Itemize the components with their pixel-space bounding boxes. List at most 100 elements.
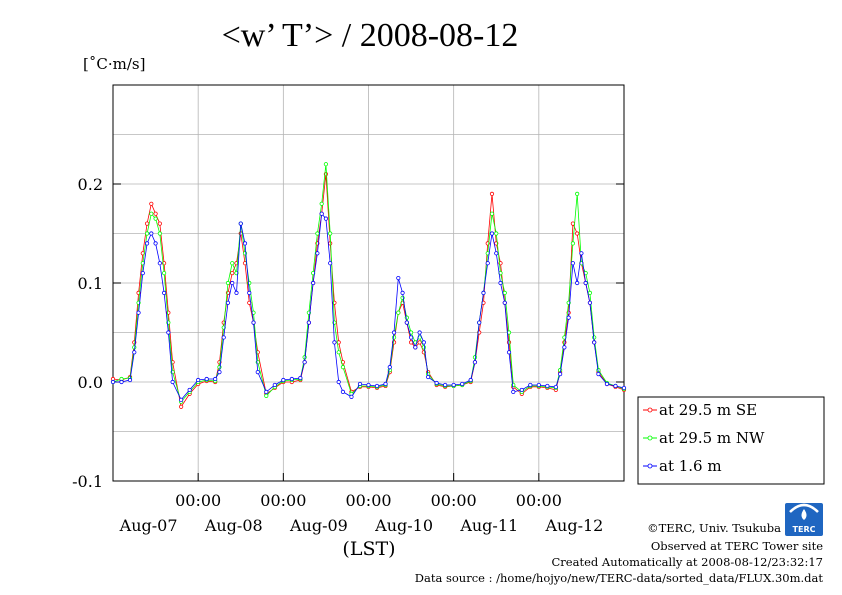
data-point [298, 375, 303, 381]
data-point [587, 290, 593, 295]
data-point [502, 300, 507, 305]
data-point [387, 365, 392, 370]
data-point [306, 320, 311, 325]
x-ticks: 00:00 00:00 00:00 00:00 00:00 Aug-07 Aug-08 Aug… [119, 473, 603, 535]
data-point [472, 355, 478, 360]
data-point [596, 371, 601, 377]
data-point [127, 377, 133, 383]
y-tick-label: 0.2 [78, 175, 103, 194]
y-ticks: -0.1 0.0 0.1 0.2 [72, 175, 624, 491]
data-point [489, 211, 495, 216]
data-point [204, 376, 209, 382]
data-point [328, 241, 333, 246]
x-date-label: Aug-08 [204, 516, 263, 535]
y-tick-label: 0.1 [78, 274, 103, 293]
data-point [323, 162, 329, 167]
data-point [323, 216, 329, 221]
x-tick-label: 00:00 [516, 491, 562, 510]
data-point [255, 369, 260, 375]
data-point [217, 369, 222, 375]
plot-area [110, 162, 627, 409]
data-point [506, 330, 512, 335]
legend-marker [647, 463, 653, 469]
data-point [434, 380, 439, 386]
data-point [575, 280, 580, 286]
data-point [264, 389, 269, 394]
data-point [140, 270, 145, 276]
data-point [566, 315, 571, 320]
data-point [196, 377, 201, 383]
data-point [166, 330, 171, 335]
data-point [187, 387, 192, 393]
data-point [213, 376, 218, 382]
data-point [157, 221, 162, 226]
data-point [153, 216, 158, 221]
data-point [153, 211, 158, 216]
data-point [426, 374, 431, 380]
footer-source: Data source : /home/hojyo/new/TERC-data/… [415, 571, 824, 585]
data-point [396, 275, 401, 281]
data-point [562, 345, 567, 350]
data-point [162, 270, 167, 276]
data-point [149, 231, 154, 236]
data-point [383, 381, 388, 387]
data-point [119, 379, 124, 385]
legend-marker [647, 407, 653, 413]
data-point [144, 231, 150, 236]
data-point [340, 389, 346, 394]
data-point [417, 340, 422, 345]
data-point [502, 290, 507, 295]
data-point [506, 350, 512, 355]
legend-item: at 1.6 m [643, 457, 722, 475]
data-point [613, 383, 618, 389]
terc-logo: TERC [785, 503, 823, 536]
data-point [592, 340, 597, 345]
x-tick-label: 00:00 [345, 491, 391, 510]
y-axis-unit: [˚C·m/s] [83, 55, 145, 73]
data-point [225, 280, 231, 286]
grid [113, 85, 624, 481]
data-point [579, 251, 584, 256]
data-point [162, 290, 167, 295]
footer-copyright: ©TERC, Univ. Tsukuba [647, 521, 781, 535]
data-point [575, 231, 580, 236]
data-point [498, 280, 503, 286]
data-point [485, 261, 490, 266]
data-point [234, 290, 239, 295]
data-point [570, 221, 576, 226]
data-point [408, 335, 414, 340]
data-point [396, 310, 401, 315]
x-tick-label: 00:00 [260, 491, 306, 510]
data-point [570, 261, 576, 266]
legend-item: at 29.5 m NW [643, 429, 765, 447]
x-date-label: Aug-11 [459, 516, 518, 535]
chart-title: <w’ T’> / 2008-08-12 [222, 17, 519, 54]
data-point [149, 211, 154, 216]
data-point [391, 330, 397, 335]
legend-item: at 29.5 m SE [643, 401, 757, 419]
footer-observed: Observed at TERC Tower site [651, 539, 823, 553]
data-point [170, 379, 175, 385]
data-point [587, 300, 593, 305]
data-point [421, 345, 426, 350]
data-point [481, 290, 486, 295]
x-date-label: Aug-12 [544, 516, 603, 535]
data-point [230, 270, 235, 276]
data-point [315, 251, 320, 256]
data-point [230, 261, 235, 266]
x-date-label: Aug-10 [374, 516, 433, 535]
data-point [153, 241, 158, 246]
logo-text: TERC [793, 525, 816, 534]
data-point [251, 320, 256, 325]
data-point [328, 261, 333, 266]
data-point [400, 290, 405, 295]
data-point [494, 231, 499, 236]
data-point [247, 290, 252, 295]
series-3 [110, 211, 627, 402]
data-point [179, 397, 184, 402]
data-point [132, 350, 137, 355]
data-point [374, 383, 380, 389]
data-point [460, 381, 465, 387]
data-point [357, 381, 363, 387]
